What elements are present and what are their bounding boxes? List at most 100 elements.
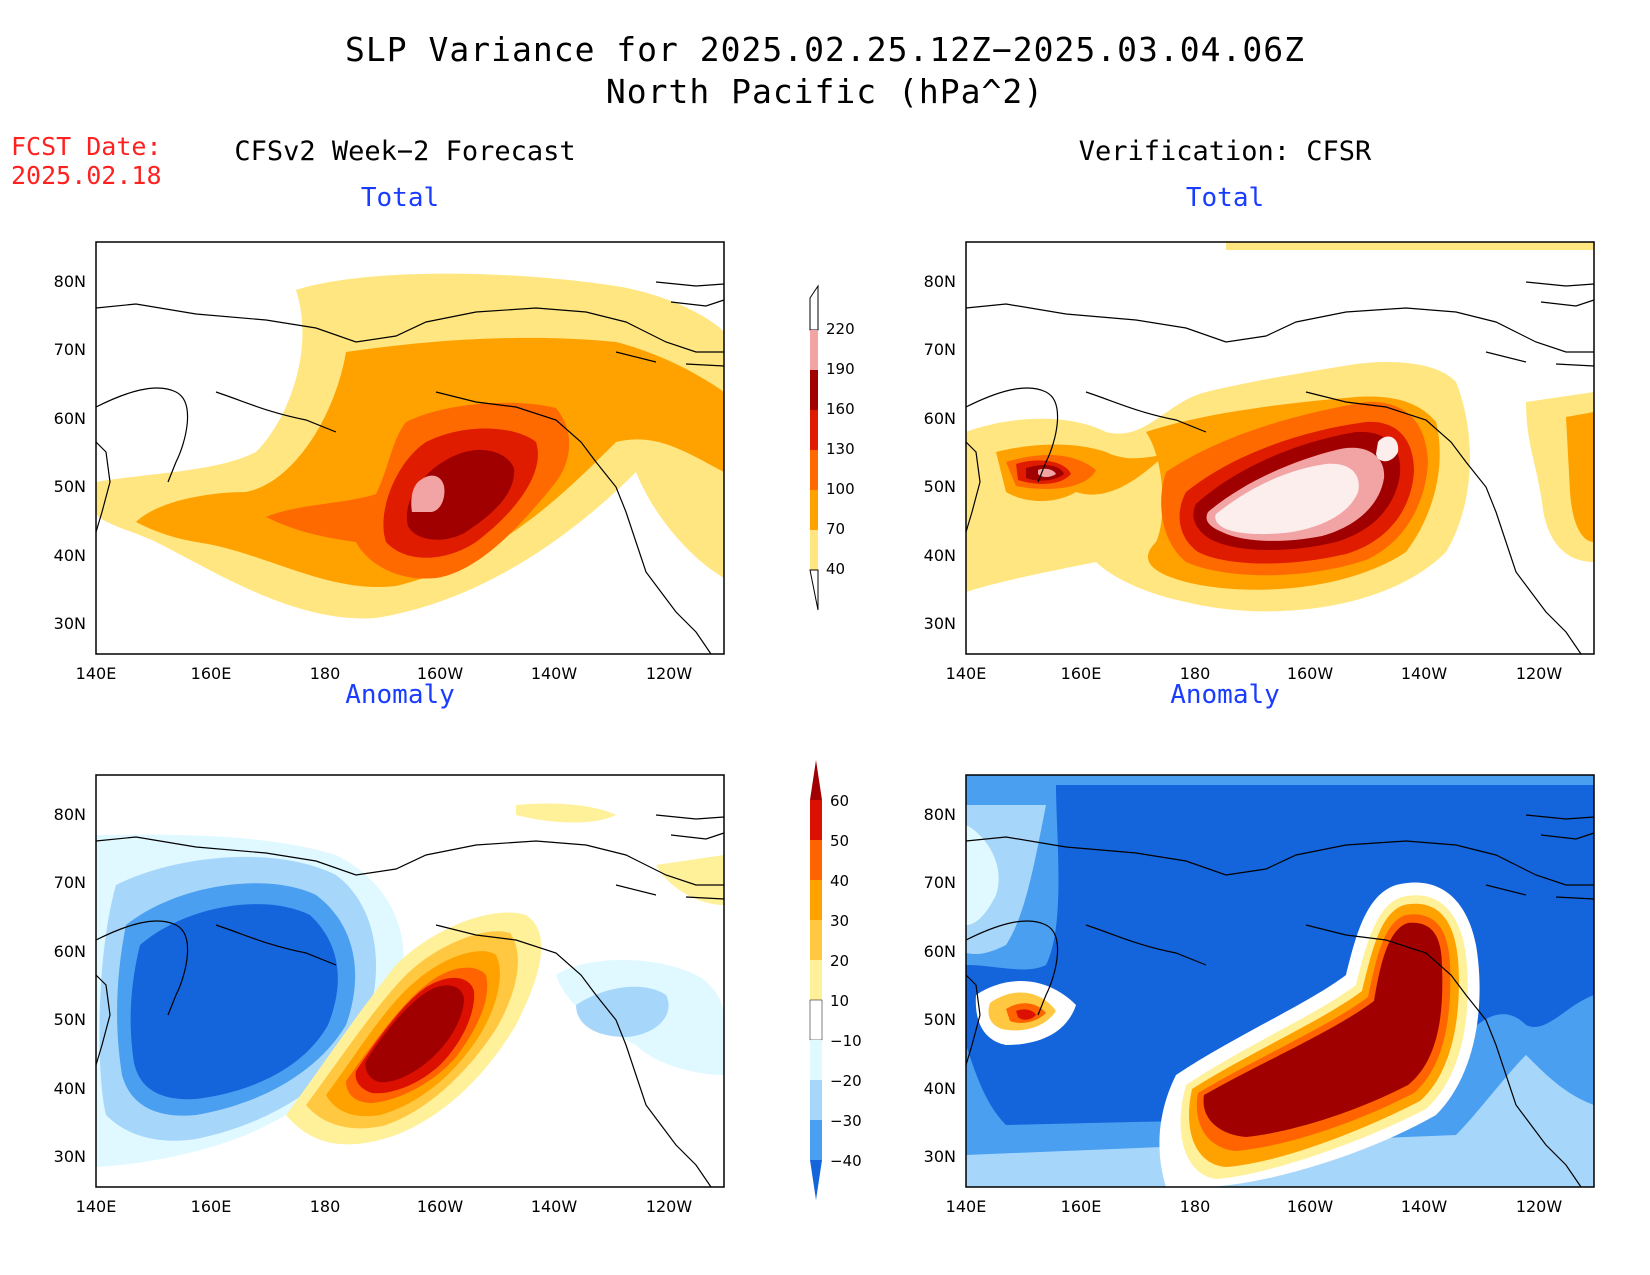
verification-total-coastlines <box>965 281 1595 655</box>
forecast-anomaly-shading <box>96 803 724 1167</box>
cbar-swatch <box>810 1080 822 1120</box>
cbar-swatch <box>810 1040 822 1080</box>
lon-label: 140E <box>945 1197 987 1216</box>
cbar-label: 60 <box>830 792 850 810</box>
cbar-swatch <box>810 450 818 490</box>
verification-total-title: Total <box>1185 183 1265 213</box>
verification-total-shading <box>966 242 1594 612</box>
lon-label: 140W <box>1400 1197 1448 1216</box>
lon-label: 140E <box>75 664 117 683</box>
verification-anomaly-shading <box>966 775 1594 1187</box>
lat-label: 60N <box>923 409 956 428</box>
lat-label: 80N <box>923 272 956 291</box>
lon-label: 160E <box>190 1197 232 1216</box>
forecast-anomaly-map <box>95 774 725 1188</box>
fcst-date-value: 2025.02.18 <box>11 161 162 190</box>
cbar-swatch <box>810 410 818 450</box>
cbar-label: 40 <box>830 872 850 890</box>
cbar-label: −40 <box>830 1152 862 1170</box>
lon-label: 160W <box>1286 664 1334 683</box>
cbar-swatch <box>810 880 822 920</box>
anomaly-colorbar-swatches <box>809 760 823 1200</box>
lon-label: 140E <box>945 664 987 683</box>
cbar-swatch <box>810 840 822 880</box>
anomaly-colorbar <box>809 760 823 1200</box>
lat-label: 40N <box>923 1079 956 1098</box>
lon-label: 120W <box>645 1197 693 1216</box>
cbar-swatch <box>810 370 818 410</box>
cbar-swatch <box>810 800 822 840</box>
forecast-total-coastlines <box>95 281 725 655</box>
lat-label: 70N <box>923 873 956 892</box>
forecast-anomaly-coastlines <box>95 814 725 1188</box>
total-colorbar <box>809 284 819 611</box>
lat-label: 50N <box>923 1010 956 1029</box>
forecast-total-shading <box>96 273 724 619</box>
lat-label: 80N <box>53 805 86 824</box>
lat-label: 70N <box>53 873 86 892</box>
cbar-label: 220 <box>826 320 855 338</box>
cbar-swatch <box>810 920 822 960</box>
cbar-label: 100 <box>826 480 855 498</box>
lon-label: 140E <box>75 1197 117 1216</box>
cbar-swatch <box>810 490 818 530</box>
lon-label: 160E <box>1060 664 1102 683</box>
lon-label: 180 <box>309 664 341 683</box>
main-title: SLP Variance for 2025.02.25.12Z−2025.03.… <box>345 30 1305 69</box>
cbar-swatch <box>809 999 823 1041</box>
lon-label: 120W <box>1515 1197 1563 1216</box>
lat-label: 60N <box>53 409 86 428</box>
lat-label: 40N <box>923 546 956 565</box>
lon-label: 140W <box>530 664 578 683</box>
cbar-label: 30 <box>830 912 850 930</box>
cbar-label: 70 <box>826 520 846 538</box>
cbar-label: 190 <box>826 360 855 378</box>
lon-label: 160E <box>190 664 232 683</box>
cbar-label: 40 <box>826 560 846 578</box>
lat-label: 50N <box>53 1010 86 1029</box>
lon-label: 160W <box>416 664 464 683</box>
cbar-swatch <box>810 330 818 370</box>
lat-label: 60N <box>53 942 86 961</box>
lat-label: 30N <box>923 1147 956 1166</box>
lat-label: 30N <box>53 614 86 633</box>
forecast-total-title: Total <box>360 183 440 213</box>
lon-label: 120W <box>645 664 693 683</box>
lat-label: 70N <box>923 340 956 359</box>
fcst-date-label: FCST Date: <box>11 132 162 161</box>
lat-label: 70N <box>53 340 86 359</box>
lon-label: 180 <box>309 1197 341 1216</box>
cbar-label: −30 <box>830 1112 862 1130</box>
cbar-label: −20 <box>830 1072 862 1090</box>
cbar-label: 10 <box>830 992 850 1010</box>
lat-label: 80N <box>53 272 86 291</box>
cbar-swatch <box>810 530 818 570</box>
lon-label: 140W <box>530 1197 578 1216</box>
cbar-label: 50 <box>830 832 850 850</box>
verification-column-title: Verification: CFSR <box>1078 136 1372 167</box>
lon-label: 180 <box>1179 664 1211 683</box>
lon-label: 160W <box>416 1197 464 1216</box>
forecast-total-map <box>95 241 725 655</box>
lat-label: 40N <box>53 546 86 565</box>
cbar-label: 160 <box>826 400 855 418</box>
verification-total-map <box>965 241 1595 655</box>
lat-label: 60N <box>923 942 956 961</box>
lon-label: 160E <box>1060 1197 1102 1216</box>
forecast-column-title: CFSv2 Week−2 Forecast <box>234 136 576 167</box>
forecast-anomaly-title: Anomaly <box>345 680 455 710</box>
main-subtitle: North Pacific (hPa^2) <box>605 72 1045 111</box>
verification-anomaly-map <box>965 774 1595 1188</box>
lat-label: 30N <box>53 1147 86 1166</box>
total-colorbar-swatches <box>809 284 819 611</box>
lat-label: 50N <box>923 477 956 496</box>
cbar-label: 20 <box>830 952 850 970</box>
cbar-label: 130 <box>826 440 855 458</box>
verification-anomaly-title: Anomaly <box>1170 680 1280 710</box>
lat-label: 80N <box>923 805 956 824</box>
lat-label: 50N <box>53 477 86 496</box>
verification-anomaly-coastlines <box>965 814 1595 1188</box>
lon-label: 140W <box>1400 664 1448 683</box>
lon-label: 160W <box>1286 1197 1334 1216</box>
lon-label: 180 <box>1179 1197 1211 1216</box>
